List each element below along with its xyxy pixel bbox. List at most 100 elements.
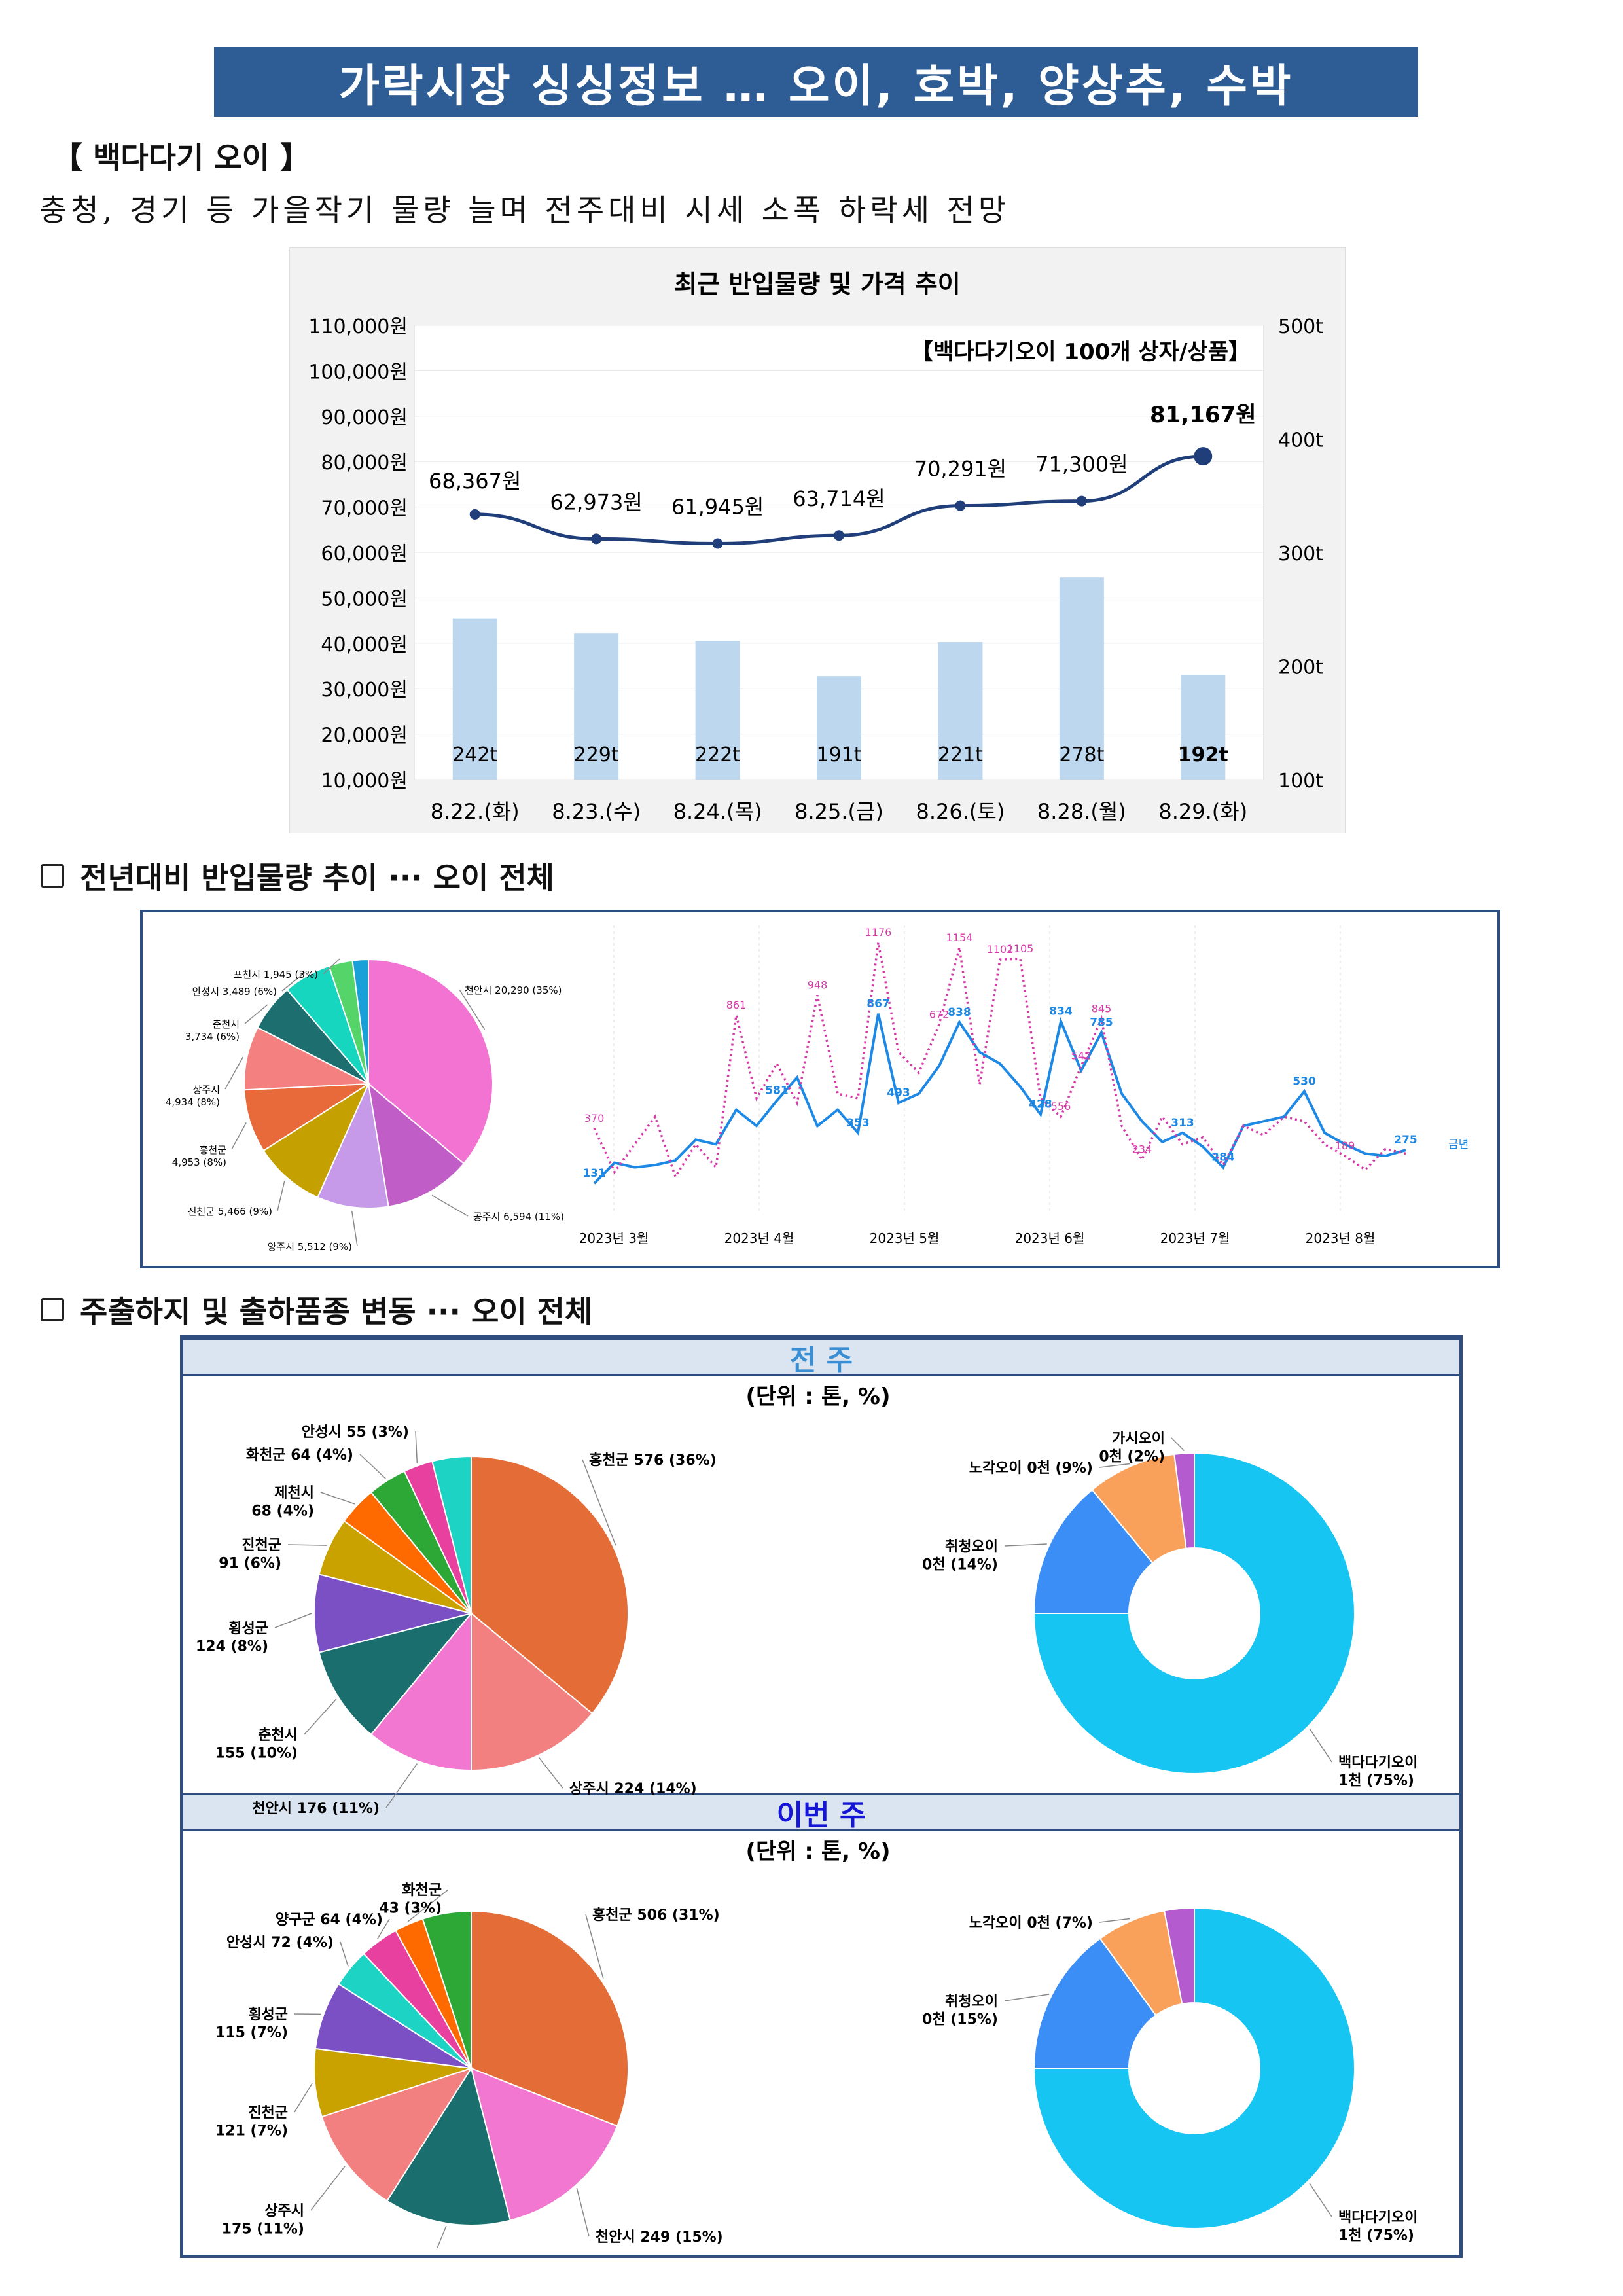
- pie-slice: [1163, 1907, 1195, 2005]
- point-label-prev: 1154: [946, 931, 973, 944]
- pie-label: 홍천군 506 (31%): [592, 1907, 720, 1924]
- x-tick-label: 8.26.(토): [916, 799, 1005, 824]
- pie-slice: [1033, 1907, 1355, 2229]
- price-label: 63,714원: [793, 486, 885, 511]
- volume-label: 242t: [452, 744, 497, 766]
- price-label: 62,973원: [550, 490, 642, 514]
- donut-label: 노각오이 0천 (7%): [969, 1915, 1093, 1931]
- price-volume-chart: 최근 반입물량 및 가격 추이 110,000원 100,000원 90,000원 80…: [289, 247, 1346, 833]
- leader-line: [294, 2083, 313, 2113]
- x-tick-label: 8.24.(목): [673, 799, 762, 824]
- leader-line: [1309, 1728, 1332, 1763]
- pie-label: 춘천시 3,734 (6%): [185, 1018, 240, 1043]
- x-tick-label: 2023년 3월: [579, 1230, 649, 1246]
- unit-label: (단위 : 톤, %): [745, 1384, 890, 1410]
- legend-label: 금년: [1448, 1138, 1469, 1151]
- price-point: [469, 509, 480, 520]
- yoy-volume-panel: 천안시 20,290 (35%) 공주시 6,594 (11%) 양주시 5,512…: [140, 910, 1500, 1268]
- leader-line: [304, 1698, 337, 1735]
- pie-label: 홍천군 4,953 (8%): [172, 1144, 226, 1168]
- point-label-current: 493: [887, 1086, 910, 1100]
- volume-label: 221t: [938, 744, 983, 766]
- pie-label: 상주시 4,934 (8%): [166, 1084, 220, 1108]
- volume-bar: [1181, 675, 1226, 780]
- x-tick-label: 8.29.(화): [1158, 799, 1247, 824]
- point-label-current: 275: [1394, 1134, 1418, 1147]
- y-left-tick: 110,000원: [308, 315, 408, 338]
- price-label: 71,300원: [1035, 452, 1128, 477]
- pie-slice: [471, 1910, 629, 2127]
- y-right-tick: 100t: [1278, 770, 1323, 793]
- pie-slice: [262, 1082, 370, 1198]
- point-label-current: 353: [846, 1117, 870, 1130]
- leader-line: [1004, 1543, 1047, 1547]
- leader-line: [340, 1941, 349, 1967]
- volume-bar: [1059, 577, 1104, 780]
- leader-line: [224, 1056, 243, 1090]
- volume-label: 192t: [1178, 744, 1228, 766]
- y-left-tick: 100,000원: [308, 361, 408, 384]
- volume-label: 229t: [574, 744, 619, 766]
- leader-line: [385, 1763, 418, 1808]
- pie-label: 춘천시 155 (10%): [215, 1727, 298, 1762]
- point-label-prev: 370: [584, 1112, 605, 1124]
- pie-label: 홍천군 576 (36%): [589, 1452, 717, 1469]
- y-left-tick: 30,000원: [321, 679, 408, 702]
- donut-label: 백다다기오이 1천 (75%): [1338, 1755, 1418, 1789]
- series-line: [593, 1013, 1406, 1185]
- product-heading: 【 백다다기 오이 】: [52, 140, 310, 175]
- pie-label: 진천군 121 (7%): [215, 2105, 288, 2140]
- y-left-tick: 40,000원: [321, 634, 408, 656]
- pie-label: 양구군 64 (4%): [276, 1912, 383, 1928]
- volume-bar: [938, 642, 983, 780]
- pie-slice: [471, 1611, 594, 1772]
- point-label-current: 131: [582, 1167, 606, 1180]
- y-left-tick: 60,000원: [321, 543, 408, 565]
- pie-label: 양주시 5,512 (9%): [268, 1241, 352, 1253]
- donut-label: 가시오이 0천 (2%): [1099, 1431, 1165, 1465]
- leader-line: [437, 2225, 447, 2248]
- point-label-prev: 672: [929, 1008, 950, 1020]
- pie-slice: [321, 2067, 473, 2202]
- pie-label: 공주시 6,594 (11%): [473, 1211, 564, 1223]
- pie-slice: [431, 1455, 472, 1614]
- pie-label: 화천군 64 (4%): [246, 1447, 353, 1463]
- volume-bar: [574, 633, 619, 780]
- x-tick-label: 2023년 6월: [1015, 1230, 1085, 1246]
- pie-slice: [317, 1081, 389, 1209]
- leader-line: [244, 1004, 268, 1024]
- x-tick-label: 2023년 4월: [724, 1230, 794, 1246]
- pie-slice: [243, 1026, 371, 1091]
- pie-label: 안성시 3,489 (6%): [192, 986, 277, 997]
- price-point: [834, 530, 844, 541]
- leader-line: [376, 1918, 390, 1939]
- pie-label: 안성시 55 (3%): [302, 1424, 409, 1441]
- price-point: [955, 500, 966, 511]
- point-label-current: 785: [1090, 1016, 1113, 1030]
- leader-line: [576, 2187, 590, 2237]
- y-right-tick: 300t: [1278, 543, 1323, 565]
- pie-label: 천안시 20,290 (35%): [465, 984, 562, 996]
- origin-variety-panel: 전 주 이번 주 (단위 : 톤, %) 홍천군 576 (36%) 상주시 224…: [180, 1335, 1463, 2258]
- pie-slice: [386, 2066, 511, 2226]
- donut-label: 취청오이 0천 (14%): [922, 1539, 998, 1573]
- checkbox-icon: [41, 864, 64, 888]
- pie-label: 진천군 5,466 (9%): [188, 1206, 272, 1217]
- point-label-prev: 948: [808, 978, 828, 991]
- leader-line: [1309, 2183, 1332, 2217]
- leader-line: [585, 1914, 604, 1979]
- point-label-current: 284: [1211, 1151, 1235, 1164]
- leader-line: [231, 1122, 247, 1150]
- pie-slice: [313, 2047, 472, 2118]
- point-label-prev: 556: [1051, 1100, 1071, 1113]
- band-prev-week-label: 전 주: [789, 1344, 853, 1377]
- pie-slice: [1033, 1452, 1355, 1774]
- y-left-tick: 20,000원: [321, 725, 408, 747]
- volume-label: 222t: [695, 744, 740, 766]
- pie-slice: [1033, 1937, 1157, 2069]
- x-tick-label: 8.28.(월): [1037, 799, 1126, 824]
- section3-title: 주출하지 및 출하품종 변동 ··· 오이 전체: [80, 1294, 593, 1329]
- pie-label: 안성시 72 (4%): [226, 1935, 334, 1951]
- point-label-current: 530: [1293, 1075, 1316, 1088]
- y-left-tick: 80,000원: [321, 452, 408, 475]
